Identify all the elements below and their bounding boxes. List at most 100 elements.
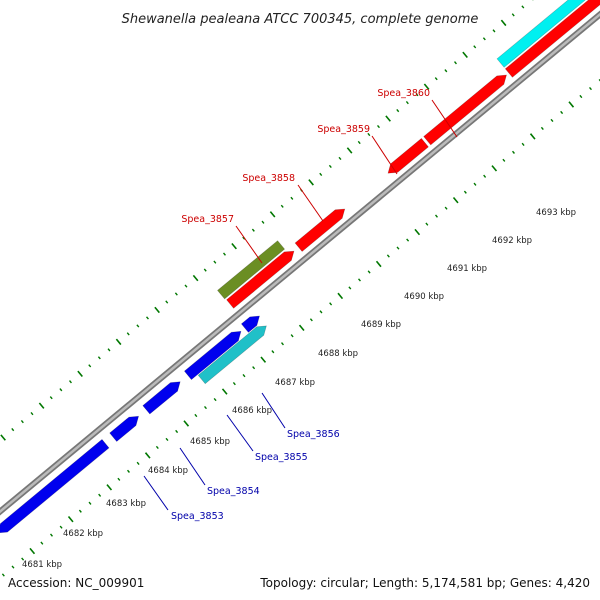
accession-text: Accession: NC_009901 (8, 576, 145, 590)
scale-label: 4689 kbp (361, 320, 401, 330)
outer-minor-tick (213, 260, 217, 264)
outer-tick-marks (0, 0, 534, 441)
gene-leader-line (179, 447, 206, 486)
inner-minor-tick (165, 437, 169, 442)
outer-major-tick (385, 115, 391, 122)
outer-major-tick (423, 83, 430, 90)
scale-label: 4683 kbp (106, 499, 146, 509)
outer-major-tick (346, 147, 353, 154)
forward-cds-arrow (423, 74, 507, 146)
scale-label: 4688 kbp (318, 349, 358, 359)
reverse-cds-arrow (183, 330, 242, 381)
scale-label: 4687 kbp (275, 378, 315, 388)
inner-minor-tick (550, 118, 554, 123)
outer-minor-tick (242, 236, 246, 240)
outer-major-tick (0, 434, 6, 441)
gene-label: Spea_3854 (207, 486, 260, 497)
outer-minor-tick (521, 5, 525, 9)
outer-major-tick (115, 338, 122, 346)
gene-leader-line (226, 414, 254, 452)
outer-minor-tick (492, 29, 496, 33)
inner-major-tick (298, 324, 305, 331)
inner-minor-tick (425, 222, 429, 226)
inner-minor-tick (540, 126, 544, 131)
outer-major-tick (308, 179, 314, 186)
inner-minor-tick (78, 509, 82, 513)
gene-label: Spea_3858 (242, 173, 295, 184)
outer-minor-tick (319, 172, 323, 176)
inner-minor-tick (232, 382, 236, 386)
scale-label: 4692 kbp (492, 236, 532, 246)
forward-rna-arrow (496, 0, 586, 68)
forward-cds-arrow (504, 0, 600, 78)
inner-minor-tick (386, 254, 390, 258)
outer-minor-tick (145, 316, 149, 320)
gene-label: Spea_3853 (171, 511, 224, 522)
inner-major-tick (29, 547, 36, 555)
inner-minor-tick (242, 374, 246, 378)
scale-label: 4693 kbp (536, 208, 576, 218)
inner-minor-tick (1, 573, 5, 577)
outer-major-tick (38, 402, 45, 409)
scale-label: 4686 kbp (232, 406, 272, 416)
feature-track (0, 0, 600, 534)
inner-minor-tick (463, 190, 467, 194)
scale-label: 4691 kbp (447, 264, 487, 274)
inner-minor-tick (126, 469, 130, 473)
outer-minor-tick (434, 77, 438, 81)
outer-minor-tick (222, 252, 226, 256)
inner-minor-tick (213, 397, 217, 402)
inner-minor-tick (357, 278, 361, 282)
inner-major-tick (414, 228, 421, 236)
outer-minor-tick (97, 356, 101, 360)
gene-label: Spea_3855 (255, 452, 308, 463)
gene-leader-line (235, 225, 263, 264)
inner-minor-tick (290, 334, 294, 338)
scale-label: 4682 kbp (63, 529, 103, 539)
outer-minor-tick (184, 284, 188, 288)
outer-minor-tick (473, 45, 477, 49)
outer-minor-tick (453, 61, 457, 65)
outer-minor-tick (261, 220, 265, 224)
inner-major-tick (183, 420, 190, 427)
label-leader-lines (143, 99, 458, 511)
forward-cds-arrow (387, 137, 429, 174)
inner-minor-tick (271, 350, 275, 354)
outer-minor-tick (136, 324, 140, 328)
outer-minor-tick (280, 204, 284, 208)
outer-minor-tick (251, 228, 255, 232)
outer-minor-tick (482, 37, 486, 41)
inner-minor-tick (434, 214, 438, 218)
outer-minor-tick (49, 396, 53, 400)
inner-minor-tick (59, 525, 63, 529)
outer-minor-tick (59, 388, 63, 392)
inner-major-tick (67, 515, 74, 523)
outer-minor-tick (126, 332, 130, 336)
outer-minor-tick (174, 292, 178, 296)
inner-minor-tick (155, 445, 159, 450)
inner-minor-tick (194, 413, 198, 418)
genome-stats-text: Topology: circular; Length: 5,174,581 bp… (260, 576, 590, 590)
outer-major-tick (231, 242, 237, 250)
outer-minor-tick (376, 124, 380, 129)
inner-minor-tick (521, 142, 525, 146)
inner-minor-tick (588, 86, 592, 91)
outer-minor-tick (203, 268, 207, 272)
outer-minor-tick (11, 427, 15, 432)
inner-minor-tick (252, 366, 256, 370)
outer-minor-tick (88, 364, 92, 368)
scale-label: 4684 kbp (148, 466, 188, 476)
inner-minor-tick (367, 270, 371, 274)
gene-label: Spea_3859 (317, 124, 370, 135)
outer-minor-tick (338, 156, 342, 161)
outer-minor-tick (68, 380, 72, 384)
inner-minor-tick (579, 94, 583, 99)
inner-minor-tick (560, 110, 564, 115)
inner-major-tick (491, 165, 498, 172)
inner-minor-tick (136, 461, 140, 465)
inner-minor-tick (88, 501, 92, 505)
gene-leader-line (431, 99, 458, 138)
scale-label: 4685 kbp (190, 437, 230, 447)
gene-leader-line (143, 475, 169, 511)
outer-major-tick (154, 306, 160, 314)
